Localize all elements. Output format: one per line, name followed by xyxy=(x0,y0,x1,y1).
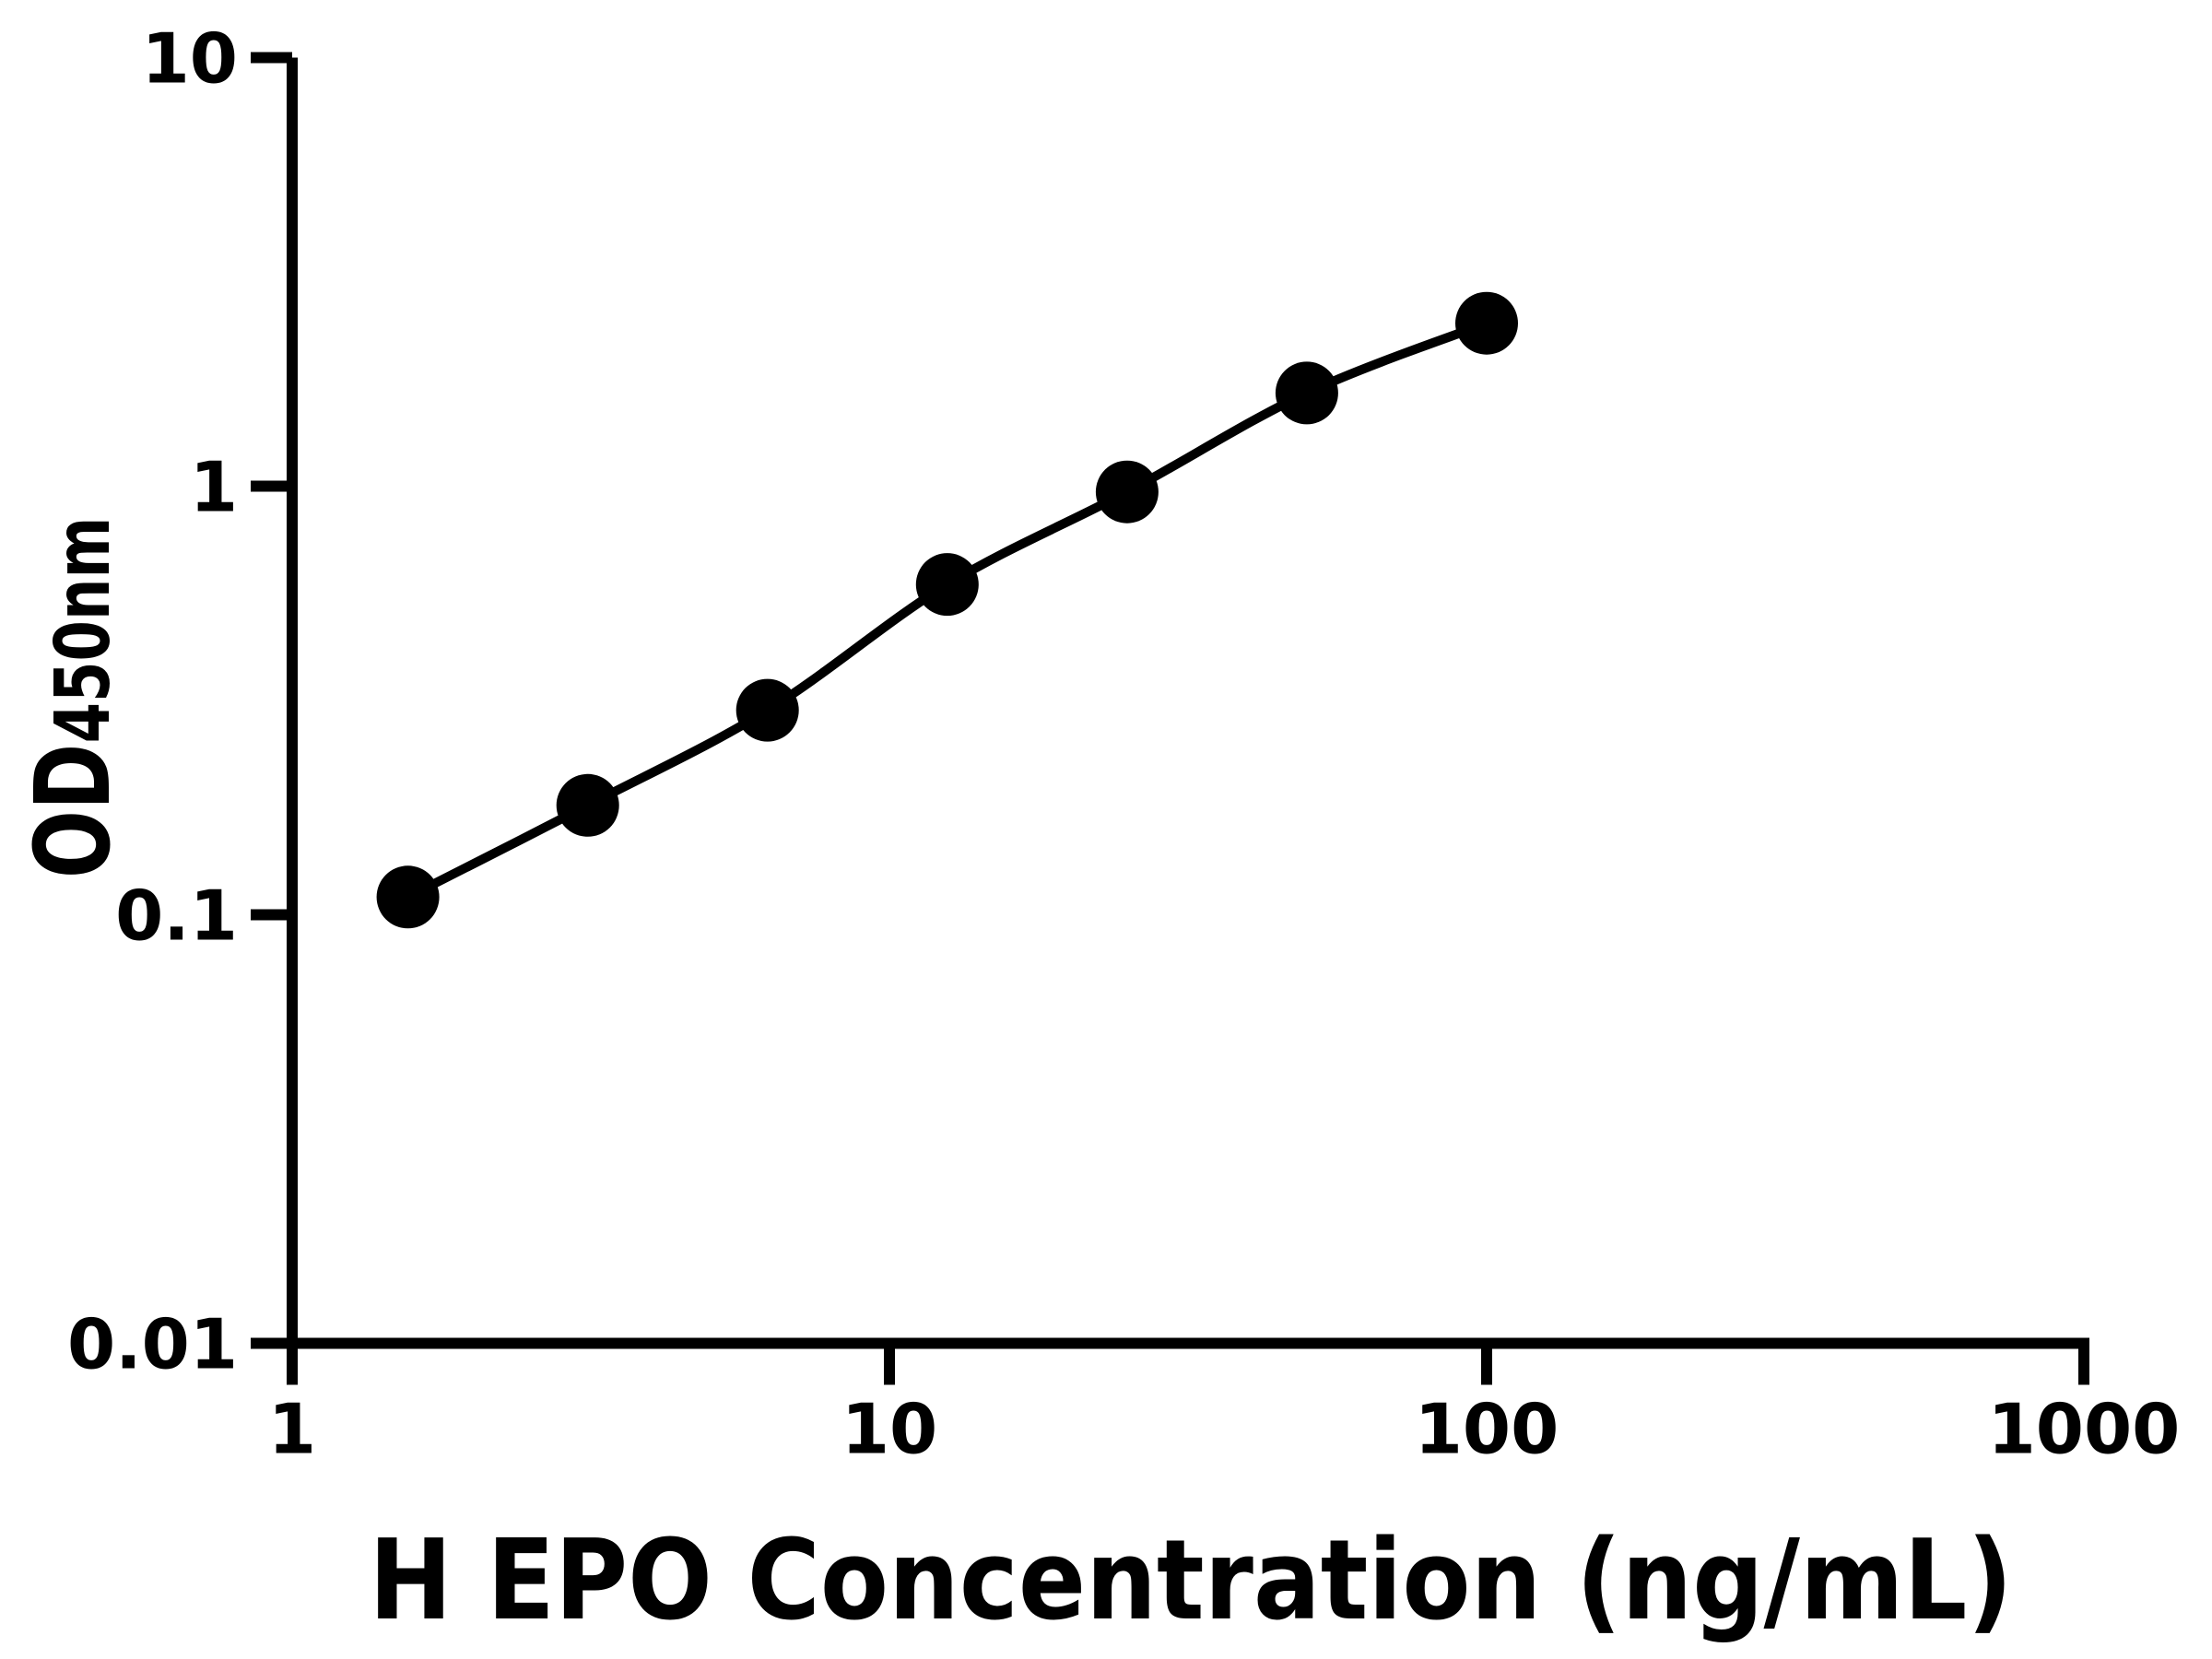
y-tick-label: 0.01 xyxy=(67,1304,238,1385)
data-point xyxy=(1095,460,1159,524)
y-axis-title: OD450nm xyxy=(13,517,133,878)
y-tick-label: 0.1 xyxy=(115,876,238,957)
y-tick-label: 1 xyxy=(190,447,238,528)
y-axis-title-subscript: 450nm xyxy=(40,517,127,744)
data-point xyxy=(735,678,799,742)
y-axis-title-main: OD xyxy=(13,743,133,878)
x-axis-title: H EPO Concentration (ng/mL) xyxy=(369,1516,2012,1645)
data-point xyxy=(376,865,440,929)
x-tick-label: 1 xyxy=(268,1389,316,1470)
y-tick-label: 10 xyxy=(142,18,238,100)
plot-area: 0.01 0.1 1 10 1 10 100 1000 xyxy=(67,18,2180,1470)
data-point xyxy=(556,773,619,837)
x-tick-label: 100 xyxy=(1415,1389,1559,1470)
x-tick-label: 1000 xyxy=(1988,1389,2181,1470)
data-point xyxy=(915,553,979,617)
x-tick-label: 10 xyxy=(841,1389,937,1470)
data-point xyxy=(1455,291,1518,355)
data-point xyxy=(1275,361,1338,425)
